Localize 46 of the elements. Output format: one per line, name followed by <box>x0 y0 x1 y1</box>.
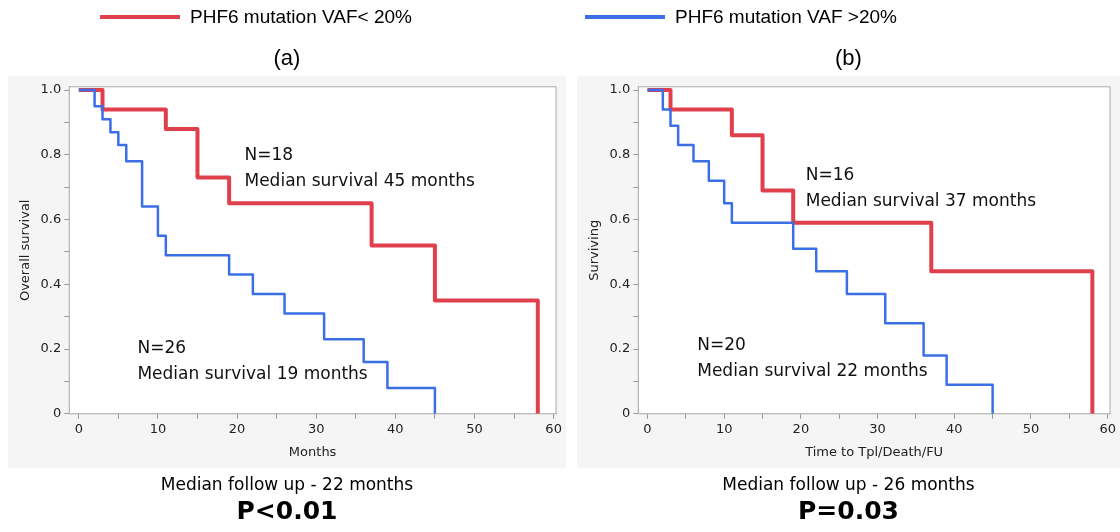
annotation: N=20 <box>697 333 746 354</box>
x-axis-title: Time to Tpl/Death/FU <box>804 443 944 459</box>
annotation: Median survival 45 months <box>244 170 475 191</box>
x-tick-label: 20 <box>228 420 246 436</box>
y-tick-label: 0.8 <box>609 146 631 162</box>
annotation: N=18 <box>244 143 294 164</box>
y-tick-label: 0.6 <box>609 210 631 226</box>
x-tick-label: 10 <box>149 420 167 436</box>
x-tick-label: 50 <box>466 420 483 436</box>
y-tick-label: 0.4 <box>40 275 62 291</box>
x-tick-label: 50 <box>1022 420 1040 436</box>
legend-label: PHF6 mutation VAF< 20% <box>190 6 412 28</box>
y-tick-label: 0.6 <box>40 210 62 226</box>
y-axis-title: Surviving <box>586 219 602 281</box>
x-axis-title: Months <box>288 443 337 459</box>
annotation: N=26 <box>137 336 187 357</box>
annotation: Median survival 22 months <box>697 359 928 380</box>
y-tick-label: 1.0 <box>609 81 631 97</box>
x-tick-label: 0 <box>643 420 652 436</box>
text: P<0.01 <box>235 496 339 525</box>
text: P=0.03 <box>797 496 900 525</box>
y-tick-label: 0.8 <box>40 146 62 162</box>
x-tick-label: 20 <box>792 420 810 436</box>
x-tick-label: 60 <box>545 420 562 436</box>
x-tick-label: 30 <box>869 420 886 436</box>
x-tick-label: 0 <box>74 420 83 436</box>
y-tick-label: 0 <box>52 405 62 421</box>
y-tick-label: 0 <box>621 405 631 421</box>
x-tick-label: 40 <box>946 420 963 436</box>
text: Median follow up - 26 months <box>721 474 976 494</box>
x-tick-label: 10 <box>715 420 733 436</box>
y-axis-title: Overall survival <box>17 199 33 302</box>
y-tick-label: 0.4 <box>609 275 631 291</box>
annotation: Median survival 37 months <box>805 189 1037 210</box>
y-tick-label: 0.2 <box>40 340 62 356</box>
x-tick-label: 30 <box>307 420 325 436</box>
annotation: Median survival 19 months <box>137 362 368 383</box>
y-tick-label: 0.2 <box>609 340 631 356</box>
x-tick-label: 60 <box>1099 420 1116 436</box>
text: Median follow up - 22 months <box>159 474 415 494</box>
x-tick-label: 40 <box>387 420 404 436</box>
legend-label: PHF6 mutation VAF >20% <box>675 6 897 28</box>
y-tick-label: 1.0 <box>40 81 62 97</box>
annotation: N=16 <box>805 163 855 184</box>
chart-title: (b) <box>834 44 863 72</box>
chart-title: (a) <box>272 44 302 72</box>
